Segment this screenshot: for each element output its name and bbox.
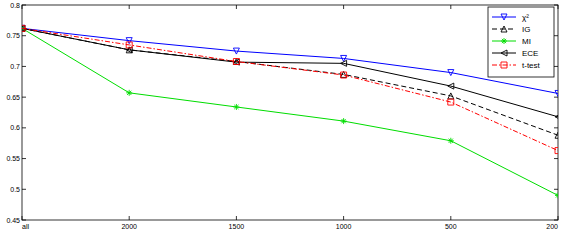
series-line bbox=[22, 28, 558, 150]
y-tick bbox=[22, 35, 26, 36]
y-tick-label: 0.75 bbox=[6, 32, 20, 39]
x-tick bbox=[236, 5, 237, 9]
y-tick bbox=[554, 189, 558, 190]
x-tick-label: 200 bbox=[546, 223, 558, 230]
y-tick bbox=[22, 127, 26, 128]
y-tick-label: 0.65 bbox=[6, 94, 20, 101]
y-tick-label: 0.7 bbox=[10, 63, 20, 70]
x-tick bbox=[343, 216, 344, 220]
y-tick bbox=[22, 5, 26, 6]
series-line bbox=[22, 28, 558, 93]
series-marker bbox=[555, 132, 558, 138]
legend-line bbox=[492, 29, 516, 30]
series-marker bbox=[233, 104, 239, 110]
y-tick-label: 0.8 bbox=[10, 2, 20, 9]
legend-box bbox=[488, 7, 554, 77]
x-tick bbox=[450, 5, 451, 9]
x-tick bbox=[558, 216, 559, 220]
series-line bbox=[22, 28, 558, 135]
x-tick bbox=[22, 5, 23, 9]
y-tick-label: 0.5 bbox=[10, 186, 20, 193]
y-tick bbox=[554, 35, 558, 36]
series-marker bbox=[555, 148, 558, 154]
legend-label: t-test bbox=[522, 61, 541, 70]
series-marker bbox=[555, 192, 558, 198]
x-tick-label: 2000 bbox=[121, 223, 137, 230]
x-tick bbox=[236, 216, 237, 220]
x-tick bbox=[129, 5, 130, 9]
series-marker bbox=[341, 60, 347, 66]
legend-line bbox=[492, 17, 516, 18]
x-tick bbox=[558, 5, 559, 9]
series-marker bbox=[555, 90, 558, 96]
x-tick-label: 1000 bbox=[336, 223, 352, 230]
legend-marker bbox=[501, 14, 507, 20]
x-tick bbox=[129, 216, 130, 220]
y-tick bbox=[554, 5, 558, 6]
x-tick-label: 1500 bbox=[229, 223, 245, 230]
legend-label: IG bbox=[522, 25, 530, 34]
y-tick-label: 0.6 bbox=[10, 124, 20, 131]
y-tick-label: 0.45 bbox=[6, 217, 20, 224]
y-tick bbox=[22, 66, 26, 67]
legend-marker bbox=[501, 38, 507, 44]
legend-label: ECE bbox=[522, 49, 538, 58]
y-tick bbox=[554, 66, 558, 67]
series-marker bbox=[233, 59, 239, 65]
series-marker bbox=[448, 99, 454, 105]
series-line bbox=[22, 28, 558, 195]
legend-line bbox=[492, 65, 516, 66]
series-marker bbox=[341, 118, 347, 124]
series-line bbox=[22, 28, 558, 116]
y-tick bbox=[22, 158, 26, 159]
legend-label: χ² bbox=[522, 13, 529, 22]
y-tick bbox=[554, 127, 558, 128]
y-tick bbox=[554, 97, 558, 98]
data-group bbox=[22, 25, 558, 198]
y-tick bbox=[22, 189, 26, 190]
y-tick bbox=[554, 158, 558, 159]
series-marker bbox=[555, 114, 558, 120]
series-marker bbox=[448, 70, 454, 76]
x-tick-label: all bbox=[22, 223, 29, 230]
legend-label: MI bbox=[522, 37, 531, 46]
legend-marker bbox=[501, 62, 507, 68]
y-tick bbox=[22, 97, 26, 98]
series-marker bbox=[233, 48, 239, 54]
legend-marker bbox=[501, 26, 507, 32]
series-marker bbox=[341, 72, 347, 78]
legend: χ² IG MI ECE t-test bbox=[488, 7, 554, 77]
series-marker bbox=[448, 138, 454, 144]
series-marker bbox=[126, 42, 132, 48]
y-tick-label: 0.55 bbox=[6, 155, 20, 162]
y-tick bbox=[554, 220, 558, 221]
legend-line bbox=[492, 53, 516, 54]
series-marker bbox=[448, 93, 454, 99]
x-tick-label: 500 bbox=[445, 223, 457, 230]
series-marker bbox=[448, 83, 454, 89]
series-marker bbox=[126, 90, 132, 96]
series-marker bbox=[126, 38, 132, 44]
legend-marker bbox=[501, 50, 507, 56]
x-tick bbox=[22, 216, 23, 220]
series-marker bbox=[233, 59, 239, 65]
x-tick bbox=[343, 5, 344, 9]
chart: 0.45 0.5 0.55 0.6 0.65 0.7 0.75 0.8 all 2000 1500 1… bbox=[0, 0, 562, 232]
x-tick bbox=[450, 216, 451, 220]
y-tick bbox=[22, 220, 26, 221]
plot-frame bbox=[22, 5, 558, 220]
series-marker bbox=[22, 25, 25, 31]
